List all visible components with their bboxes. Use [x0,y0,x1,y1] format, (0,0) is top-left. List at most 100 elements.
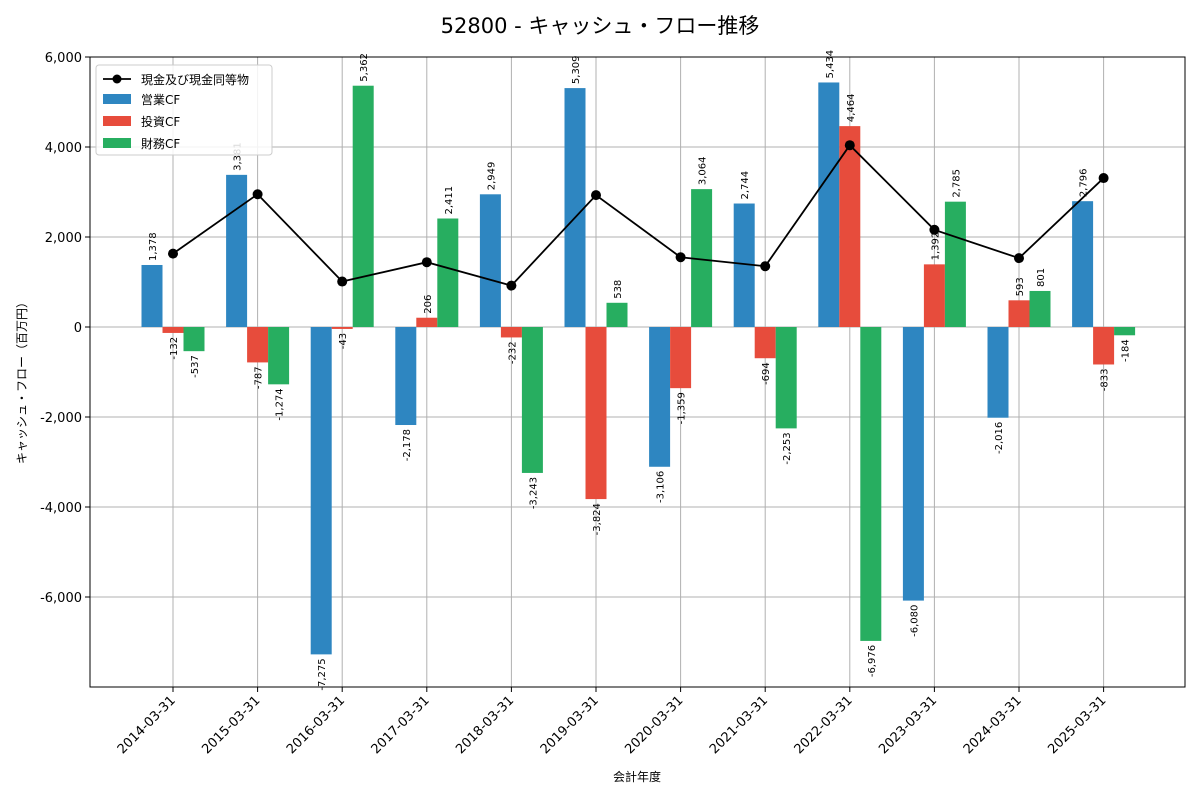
bar-営業CF [141,264,163,327]
bar-投資CF [331,327,353,329]
x-tick-label: 2018-03-31 [453,693,517,757]
bar-value-label: 1,378 [148,232,159,261]
cash-line-point [1098,173,1109,184]
x-tick-label: 2016-03-31 [284,693,348,757]
bar-value-label: -833 [1100,368,1111,391]
bar-value-label: 5,309 [571,55,582,84]
bar-投資CF [670,327,692,389]
bar-財務CF [521,327,543,473]
bar-投資CF [247,327,269,363]
bar-value-label: 3,064 [698,156,709,185]
x-tick-label: 2025-03-31 [1045,693,1109,757]
x-tick-label: 2017-03-31 [369,693,433,757]
bar-value-label: -694 [761,362,772,385]
bar-営業CF [649,327,671,467]
bar-value-label: 538 [613,280,624,299]
x-tick-label: 2019-03-31 [538,693,602,757]
bar-value-label: -3,106 [656,471,667,503]
bar-value-label: 206 [423,295,434,314]
bar-value-label: 4,464 [846,93,857,122]
cash-line-point [1014,253,1024,264]
bar-value-label: 3,381 [233,142,244,171]
bar-営業CF [733,203,755,327]
cash-line-path [172,143,1105,287]
legend-swatch [103,94,131,104]
cash-line-point [591,190,601,201]
bar-value-label: -537 [190,355,201,378]
bar-財務CF [944,201,966,327]
y-tick-label: 6,000 [45,51,82,66]
bar-営業CF [564,88,586,327]
bar-財務CF [437,218,459,327]
legend-swatch [103,116,131,126]
bar-投資CF [416,317,438,327]
legend-label: 財務CF [141,136,180,151]
cash-line [168,140,1109,291]
x-axis: 2014-03-31 2015-03-31 2016-03-31 2017-03-31… [115,687,1109,757]
cash-line-point [252,189,263,200]
legend-label-cash: 現金及び現金同等物 [141,72,249,87]
bar-財務CF [1029,290,1051,327]
bar-営業CF [310,327,332,655]
bar-value-label: -1,274 [275,388,286,420]
bar-value-label: 801 [1036,268,1047,287]
bar-value-label: 2,744 [740,171,751,200]
bar-営業CF [1072,201,1094,327]
cash-line-point [337,276,348,287]
bar-財務CF [691,189,713,327]
legend-label: 投資CF [141,114,180,129]
bar-財務CF [775,327,797,429]
bar-営業CF [395,327,417,426]
cash-line-point [506,280,517,291]
x-axis-label: 会計年度 [613,769,661,784]
bar-value-label: -6,080 [909,605,920,637]
bar-営業CF [987,327,1009,418]
bar-value-label: -232 [507,341,518,364]
y-tick-label: -6,000 [40,591,82,606]
bar-投資CF [754,327,776,359]
y-tick-label: 0 [74,321,82,336]
x-tick-label: 2015-03-31 [199,693,263,757]
bar-value-label: 2,785 [951,169,962,198]
x-tick-label: 2022-03-31 [792,693,856,757]
bar-value-label: -2,016 [994,422,1005,454]
bar-value-label: -2,253 [782,432,793,464]
bar-営業CF [226,174,248,327]
y-axis: -6,000 -4,000 -2,000 0 2,000 4,000 6,000 [40,51,90,606]
bar-営業CF [818,82,840,327]
bar-value-label: 2,411 [444,186,455,215]
bar-value-label: -43 [338,333,349,349]
bar-投資CF [585,327,607,500]
bar-value-label: 5,362 [359,53,370,82]
x-tick-label: 2023-03-31 [876,693,940,757]
bar-value-label: -6,976 [867,645,878,677]
legend-label: 営業CF [141,93,180,107]
x-tick-label: 2024-03-31 [961,693,1025,757]
bar-営業CF [479,194,501,327]
plot-frame [89,56,1186,688]
y-tick-label: -2,000 [40,411,82,426]
bar-labels: 1,378 3,381 -7,275 -2,178 2,949 5,309 -3,106 2,… [148,50,1132,691]
bar-投資CF [162,327,184,333]
y-axis-label: キャッシュ・フロー（百万円） [15,296,29,464]
cash-line-point [675,252,686,263]
bar-投資CF [1008,300,1030,327]
cash-line-point [760,261,771,272]
bar-財務CF [1114,327,1136,336]
y-tick-label: 4,000 [45,141,82,156]
bar-財務CF [860,327,882,641]
bar-value-label: -7,275 [317,658,328,690]
x-tick-label: 2021-03-31 [707,693,771,757]
cash-line-point [421,257,432,268]
bar-財務CF [352,85,374,328]
bar-投資CF [1093,327,1115,365]
x-tick-label: 2020-03-31 [622,693,686,757]
legend-box [95,64,273,156]
bar-投資CF [839,126,861,328]
bar-value-label: -3,824 [592,503,603,535]
bar-value-label: -132 [169,337,180,360]
bars [141,82,1136,655]
bar-value-label: -3,243 [528,477,539,509]
